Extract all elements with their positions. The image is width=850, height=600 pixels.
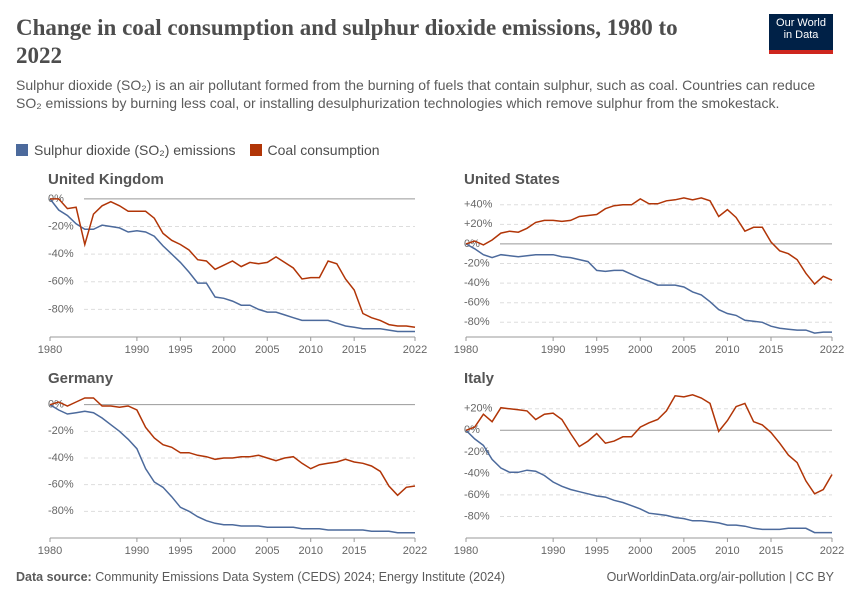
y-tick-label: -40% — [48, 248, 74, 260]
y-tick-label: -20% — [48, 220, 74, 232]
x-tick-label: 2022 — [820, 545, 844, 557]
legend-label: Sulphur dioxide (SO₂) emissions — [34, 142, 236, 158]
x-tick-label: 2000 — [628, 344, 652, 356]
y-tick-label: +40% — [464, 199, 493, 211]
x-tick-label: 1995 — [168, 344, 192, 356]
logo-line: Our World — [776, 17, 826, 29]
x-tick-label: 2000 — [628, 545, 652, 557]
y-tick-label: -40% — [48, 452, 74, 464]
y-tick-label: -60% — [464, 489, 490, 501]
x-tick-label: 2022 — [403, 344, 427, 356]
y-tick-label: -80% — [48, 505, 74, 517]
legend-item[interactable]: Sulphur dioxide (SO₂) emissions — [16, 142, 236, 158]
y-tick-label: +20% — [464, 218, 493, 230]
panel-title: United Kingdom — [48, 171, 164, 188]
series-line — [49, 397, 416, 497]
series-line — [465, 197, 833, 286]
x-tick-label: 2015 — [759, 545, 783, 557]
legend-swatch — [249, 144, 262, 156]
x-tick-label: 2000 — [212, 545, 236, 557]
series-line — [465, 429, 832, 534]
y-tick-label: -60% — [48, 479, 74, 491]
legend-swatch — [16, 144, 28, 156]
x-tick-label: 2010 — [298, 545, 322, 557]
x-tick-label: 2015 — [342, 545, 366, 557]
x-tick-label: 1990 — [125, 344, 149, 356]
series-line — [50, 198, 416, 329]
y-tick-label: -60% — [464, 297, 490, 309]
logo-line: in Data — [783, 29, 819, 41]
y-tick-label: -60% — [48, 276, 74, 288]
y-tick-label: -20% — [48, 425, 74, 437]
y-tick-label: -20% — [464, 257, 490, 269]
y-tick-label: +20% — [464, 403, 493, 415]
x-tick-label: 1980 — [38, 344, 62, 356]
credit[interactable]: OurWorldinData.org/air-pollution | CC BY — [606, 570, 834, 584]
logo[interactable]: Our World in Data — [769, 14, 833, 54]
panel-title: Italy — [464, 370, 495, 387]
x-tick-label: 2000 — [212, 344, 236, 356]
x-tick-label: 2010 — [298, 344, 322, 356]
y-tick-label: -40% — [464, 277, 490, 289]
source-label: Data source: — [16, 570, 92, 584]
title: Change in coal consumption and sulphur d… — [16, 15, 678, 68]
legend-label: Coal consumption — [267, 142, 380, 158]
series-line — [465, 243, 832, 334]
y-tick-label: -40% — [464, 467, 490, 479]
series-line — [49, 198, 415, 333]
legend: Sulphur dioxide (SO₂) emissions Coal cons… — [16, 142, 380, 158]
x-tick-label: 2005 — [672, 344, 696, 356]
subtitle: Sulphur dioxide (SO₂) is an air pollutan… — [16, 77, 816, 111]
x-tick-label: 2022 — [820, 344, 844, 356]
y-tick-label: 0% — [48, 399, 64, 411]
y-tick-label: -80% — [464, 316, 490, 328]
x-tick-label: 1990 — [125, 545, 149, 557]
footer: Data source: Community Emissions Data Sy… — [16, 570, 834, 584]
x-tick-label: 2022 — [403, 545, 427, 557]
x-tick-label: 2005 — [255, 545, 279, 557]
x-tick-label: 1995 — [584, 344, 608, 356]
panel-title: Germany — [48, 370, 114, 387]
x-tick-label: 2010 — [715, 545, 739, 557]
x-tick-label: 2015 — [759, 344, 783, 356]
panel-title: United States — [464, 171, 560, 188]
source-text: Community Emissions Data System (CEDS) 2… — [95, 570, 506, 584]
series-line — [49, 404, 415, 534]
x-tick-label: 2005 — [255, 344, 279, 356]
y-tick-label: -80% — [48, 303, 74, 315]
x-tick-label: 2005 — [672, 545, 696, 557]
x-tick-label: 1980 — [454, 344, 478, 356]
y-tick-label: -80% — [464, 510, 490, 522]
x-tick-label: 1990 — [541, 545, 565, 557]
x-tick-label: 1990 — [541, 344, 565, 356]
x-tick-label: 1980 — [38, 545, 62, 557]
x-tick-label: 1995 — [584, 545, 608, 557]
series-line — [465, 394, 833, 495]
legend-item[interactable]: Coal consumption — [249, 142, 380, 158]
source: Data source: Community Emissions Data Sy… — [16, 570, 505, 584]
x-tick-label: 2015 — [342, 344, 366, 356]
y-tick-label: -20% — [464, 446, 490, 458]
x-tick-label: 1995 — [168, 545, 192, 557]
x-tick-label: 2010 — [715, 344, 739, 356]
x-tick-label: 1980 — [454, 545, 478, 557]
